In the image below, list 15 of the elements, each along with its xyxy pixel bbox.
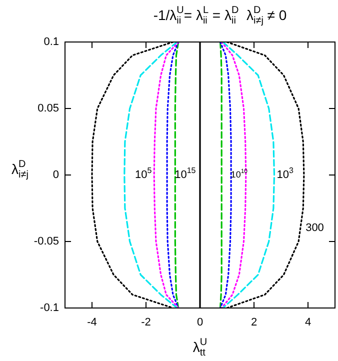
x-tick-label: 0: [196, 316, 204, 329]
y-tick-label: 0.05: [38, 102, 59, 115]
line-series: [222, 42, 276, 308]
line-series: [219, 42, 232, 308]
x-tick-label: 4: [304, 316, 312, 329]
y-tick-label: -0.1: [40, 302, 59, 314]
x-tick-label: -4: [87, 316, 97, 329]
y-tick-label: 0: [52, 169, 59, 182]
line-series: [220, 42, 247, 308]
y-tick-label: -0.05: [34, 236, 59, 248]
y-tick-label: 0.1: [44, 36, 59, 48]
x-tick-label: -2: [141, 316, 151, 329]
annotation: 300: [306, 222, 324, 234]
line-series: [219, 42, 222, 308]
x-tick-label: 2: [250, 316, 258, 329]
